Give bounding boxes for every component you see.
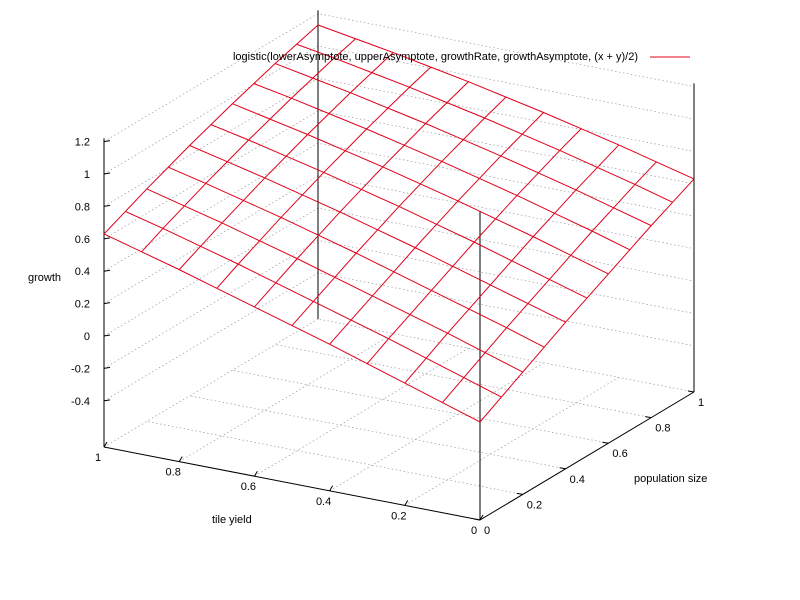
z-tick-label: 1.2 (75, 137, 90, 149)
x-tick-label: 0 (471, 525, 477, 537)
surface-line-y (232, 103, 609, 275)
grid-line-z (103, 142, 695, 272)
surface-line-x (141, 38, 356, 253)
x-tick-label: 1 (95, 452, 101, 464)
z-axis-label: growth (28, 272, 61, 284)
y-tick-label: 0.6 (612, 448, 627, 460)
z-tick-mark (103, 140, 111, 143)
x-tick-mark (103, 441, 108, 448)
z-tick-mark (103, 302, 111, 305)
surface-line-x (442, 161, 657, 403)
floor-axis-line (103, 446, 481, 521)
y-axis-label: population size (634, 473, 707, 485)
surface-line-x (404, 144, 620, 384)
z-tick-label: -0.2 (71, 363, 90, 375)
x-tick-mark (253, 470, 258, 477)
surface-line-x (178, 52, 394, 270)
z-tick-label: 0 (84, 331, 90, 343)
z-tick-label: 0.4 (75, 266, 90, 278)
surface-mesh (103, 24, 695, 423)
axes (103, 10, 695, 521)
grid-line-x (329, 362, 544, 492)
z-tick-mark (103, 237, 111, 240)
y-tick-label: 0 (484, 525, 490, 537)
x-axis-label: tile yield (212, 514, 252, 526)
surface-line-y (189, 145, 566, 323)
y-tick-mark (516, 492, 523, 495)
grid-line-x (404, 377, 619, 506)
z-tick-label: 0.2 (75, 299, 90, 311)
grid-line-z (103, 45, 695, 175)
tick-labels: -0.4 -0.2 0 0.2 0.4 0.6 0.8 1 1.2 0 0.2 0.4 0.6 0.8 1 0… (71, 137, 704, 537)
surface-line-y (168, 166, 545, 348)
y-tick-label: 1 (698, 397, 704, 409)
surface-line-y (296, 43, 673, 203)
grid-line-y (189, 395, 566, 470)
surface-line-x (329, 112, 544, 345)
x-tick-label: 0.8 (166, 467, 181, 479)
surface-line-y (253, 83, 631, 251)
x-tick-label: 0.6 (241, 481, 256, 493)
x-tick-mark (404, 500, 409, 506)
y-tick-mark (687, 390, 695, 393)
grid-line-z (103, 240, 695, 369)
x-tick-label: 0.4 (316, 496, 331, 508)
grid-line-y (275, 344, 652, 418)
z-tick-mark (103, 334, 111, 337)
grid-line-x (179, 333, 394, 462)
z-tick-mark (103, 399, 111, 402)
x-tick-mark (178, 456, 183, 462)
grid-line-y (146, 421, 523, 495)
surface-line-y (317, 24, 695, 180)
surface-line-y (275, 63, 652, 227)
z-tick-label: -0.4 (71, 396, 90, 408)
grid-line-x (254, 347, 469, 477)
grid-line-y (232, 369, 609, 444)
y-tick-label: 0.2 (527, 499, 542, 511)
y-tick-mark (602, 441, 609, 444)
x-tick-mark (329, 485, 334, 492)
surface-line-x (291, 96, 507, 326)
surface-line-y (125, 210, 502, 398)
surface-line-x (216, 66, 432, 289)
surface-line-y (146, 188, 524, 373)
surface-line-y (103, 233, 481, 423)
grid-line-z (103, 110, 695, 240)
z-tick-mark (103, 172, 111, 175)
y-tick-mark (473, 518, 481, 521)
z-tick-label: 0.6 (75, 234, 90, 246)
grid-line-z (103, 13, 695, 142)
z-tick-mark (103, 204, 111, 207)
x-tick-label: 0.2 (391, 510, 406, 522)
surface-line-x (366, 128, 582, 364)
z-tick-label: 0.8 (75, 201, 90, 213)
z-tick-mark (103, 269, 111, 272)
y-tick-label: 0.8 (655, 423, 670, 435)
y-tick-mark (559, 467, 566, 470)
y-tick-mark (645, 416, 652, 419)
legend-label: logistic(lowerAsymptote, upperAsymptote,… (233, 51, 638, 63)
z-tick-mark (103, 366, 111, 369)
surface-line-y (210, 124, 588, 299)
background-grid (103, 13, 695, 521)
y-tick-label: 0.4 (570, 474, 585, 486)
z-tick-label: 1 (84, 169, 90, 181)
grid-line-x (103, 318, 319, 448)
floor-axis-line (479, 391, 695, 521)
grid-line-z (103, 272, 695, 402)
x-tick-mark (479, 514, 484, 521)
